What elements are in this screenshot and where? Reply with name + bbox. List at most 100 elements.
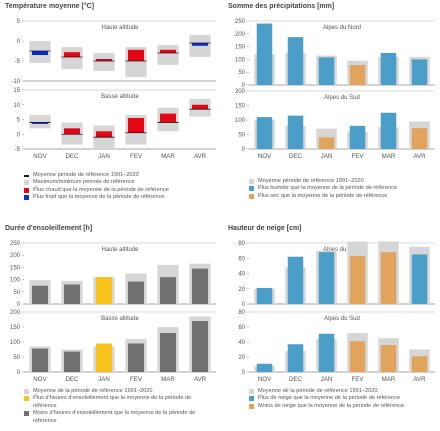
snow-legend-swatch (249, 403, 254, 409)
sun_haute-y-tick-label: 150 (10, 265, 21, 271)
snow_sud-y-tick-label: 20 (238, 355, 245, 361)
precip_sud-y-tick-label: 150 (235, 104, 246, 110)
sun_basse-month-label: JAN (98, 376, 110, 383)
snow-legend-label: Plus de neige que la moyenne de la pério… (258, 395, 401, 402)
temp-legend-item: Plus froid que la moyenne de la période … (24, 194, 224, 201)
precip_nord-chart: 250 200 150 100 50 0 Alpes du Nord (235, 19, 435, 89)
precip_nord-y-tick-label: 250 (235, 19, 246, 25)
precip_nord-value-bar (256, 23, 273, 86)
sun_haute-y-tick-label: 0 (17, 302, 21, 308)
snow_sud-month-label: MAR (382, 376, 396, 383)
sun-legend-item: Plus d'heures d'ensoleillement que la mo… (24, 395, 199, 410)
temp-legend-label: Maximum/minimum période de référence (33, 179, 135, 186)
snow_sud-value-bar (411, 356, 428, 372)
temp_haute-y-tick-label: -10 (11, 79, 20, 85)
temp-legend-label: Plus froid que la moyenne de la période … (33, 194, 165, 201)
temp_basse-month-label: JAN (98, 153, 110, 160)
temp_basse-y-tick-label: 0 (17, 132, 21, 138)
precip-legend-label: Moyenne période de référence 1991–2020 (258, 178, 364, 184)
precip_sud-value-bar (411, 128, 428, 149)
temp-title: Température moyenne [°C] (5, 3, 95, 10)
snow_sud-month-label: AVR (413, 376, 426, 383)
temp_basse-anomaly-bar (32, 122, 48, 124)
sun_basse-month-label: MAR (161, 376, 175, 383)
sun_basse-y-tick-label: 100 (10, 340, 21, 346)
snow-legend-item: Moyenne de la période de référence 1991–… (249, 388, 439, 395)
temp_haute-anomaly-bar (160, 49, 176, 53)
sun_haute-y-tick-label: 100 (10, 278, 21, 284)
temp-legend-item: Maximum/minimum période de référence (24, 179, 224, 186)
snow_nord-value-bar (380, 252, 397, 304)
precip-legend: Moyenne période de référence 1991–2020 Pl… (249, 178, 439, 200)
snow-legend-swatch (249, 389, 254, 394)
sun_basse-subtitle: Basse altitude (101, 316, 139, 322)
snow_nord-value-bar (411, 254, 428, 304)
precip_nord-y-tick-label: 50 (238, 70, 245, 76)
temp_basse-chart: 15 10 5 0 -5 Basse altitude NOV DEC JAN FEV MAR AVR (13, 88, 216, 160)
sun_haute-value-bar (64, 284, 80, 304)
precip_sud-month-label: DEC (289, 153, 303, 160)
temp_basse-month-label: FEV (130, 153, 143, 160)
precip_sud-subtitle: Alpes du Sud (324, 95, 360, 101)
temp_haute-anomaly-bar (192, 43, 208, 46)
snow_nord-value-bar (287, 256, 304, 304)
snow-legend-swatch (249, 396, 254, 402)
temp_basse-month-label: NOV (33, 153, 47, 160)
temp_haute-subtitle: Haute altitude (101, 25, 139, 31)
temp_haute-anomaly-bar (96, 59, 112, 61)
snow_nord-y-tick-label: 40 (238, 272, 245, 278)
temp_haute-ref-range (157, 45, 179, 65)
snow-legend-item: Moins de neige que la moyenne de la péri… (249, 403, 439, 410)
precip_sud-value-bar (256, 117, 273, 149)
precip-legend-swatch (249, 179, 254, 184)
temp_haute-chart: 5 0 -5 -10 Haute altitude (11, 19, 216, 85)
snow_sud-month-label: JAN (321, 376, 333, 383)
precip-legend-item: Plus humide que la moyenne de la période… (249, 185, 439, 192)
snow-legend: Moyenne de la période de référence 1991–… (249, 388, 439, 410)
sun_basse-y-tick-label: 0 (17, 370, 21, 376)
snow_sud-month-label: FEV (351, 376, 364, 383)
precip_sud-month-label: NOV (258, 153, 272, 160)
temp-legend-label: Moyenne période de référence 1991–2020 (33, 172, 139, 178)
temp_haute-ref-range (189, 35, 211, 57)
snow_sud-subtitle: Alpes du Sud (324, 316, 360, 322)
temp-legend: Moyenne période de référence 1991–2020 Ma… (24, 172, 224, 202)
precip_nord-subtitle: Alpes du Nord (323, 25, 361, 31)
temp_basse-anomaly-bar (128, 118, 144, 133)
sun-legend-swatch (24, 396, 29, 402)
precip-title: Somme des précipitations [mm] (228, 3, 335, 10)
sun_basse-value-bar (64, 351, 80, 372)
precip_sud-value-bar (349, 125, 366, 149)
precip_nord-y-tick-label: 100 (235, 57, 246, 63)
sun_basse-value-bar (128, 343, 144, 372)
sun_haute-y-tick-label: 250 (10, 241, 21, 247)
sun_basse-y-tick-label: 150 (10, 325, 21, 331)
precip_sud-chart: 200 150 100 50 0 Alpes du Sud NOV DEC JAN FEV MAR A… (235, 89, 435, 160)
sun_basse-value-bar (192, 321, 208, 372)
temp_haute-anomaly-bar (64, 52, 80, 57)
snow_nord-y-tick-label: 20 (238, 287, 245, 293)
temp-legend-label: Plus chaud que la moyenne de la période … (33, 186, 169, 193)
precip-legend-swatch (249, 193, 254, 199)
temp_haute-y-tick-label: 5 (17, 19, 21, 25)
sun_haute-subtitle: Haute altitude (101, 247, 139, 253)
snow_sud-y-tick-label: 80 (238, 310, 245, 316)
snow_sud-y-tick-label: 60 (238, 325, 245, 331)
precip_sud-value-bar (380, 112, 397, 149)
snow_sud-y-tick-label: 0 (242, 370, 246, 376)
temp_basse-y-tick-label: 15 (13, 88, 20, 94)
snow_nord-y-tick-label: 60 (238, 256, 245, 262)
snow_nord-value-bar (256, 287, 273, 304)
temp_basse-month-label: MAR (161, 153, 175, 160)
precip_nord-value-bar (411, 59, 428, 85)
precip_nord-value-bar (287, 37, 304, 85)
sun_haute-value-bar (128, 281, 144, 304)
snow_nord-y-tick-label: 0 (242, 302, 246, 308)
snow-legend-label: Moyenne de la période de référence 1991–… (258, 388, 378, 394)
snow_sud-value-bar (349, 341, 366, 372)
sun_haute-y-tick-label: 50 (13, 290, 20, 296)
sun_basse-month-label: NOV (33, 376, 47, 383)
sun_haute-value-bar (32, 285, 48, 304)
snow_nord-subtitle: Alpes du Nord (323, 247, 361, 253)
